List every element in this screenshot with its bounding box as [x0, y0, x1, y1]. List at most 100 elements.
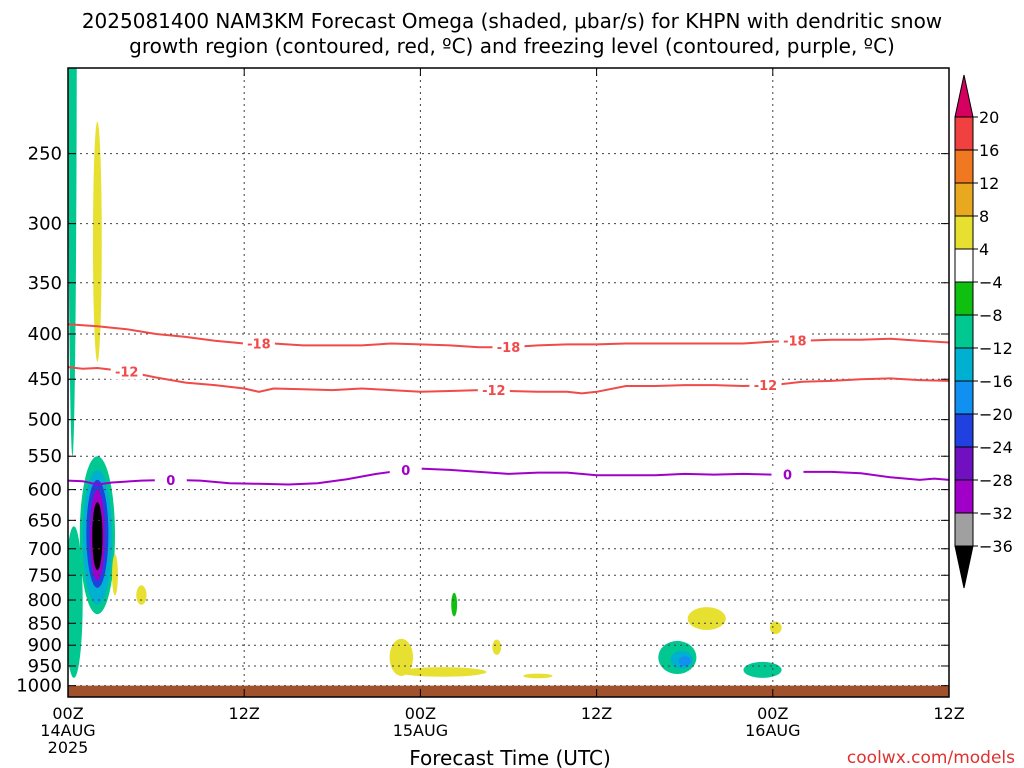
colorbar-segment — [954, 314, 974, 349]
contour-label-background — [749, 377, 782, 394]
omega-region — [687, 607, 726, 630]
colorbar-segment — [954, 116, 974, 151]
colorbar-label: −8 — [979, 306, 1003, 325]
colorbar-segment — [954, 281, 974, 316]
omega-region — [68, 526, 83, 678]
pressure-axis: 2503003504004505005506006507007508008509… — [16, 144, 949, 697]
plot-frame — [67, 67, 950, 698]
colorbar-label: 20 — [979, 108, 999, 127]
y-tick-label: 800 — [28, 590, 62, 611]
contour-label-background — [778, 332, 811, 349]
colorbar-label: −12 — [979, 339, 1013, 358]
colorbar-segment — [954, 149, 974, 184]
omega-region — [492, 639, 502, 655]
colorbar-segment — [954, 215, 974, 250]
colorbar-label: −32 — [979, 504, 1013, 523]
x-tick-label: 00Z — [52, 704, 83, 723]
contour-label: -12 — [115, 365, 139, 380]
x-tick-label: 00Z — [757, 704, 788, 723]
contour-label: 0 — [401, 464, 410, 479]
contour-label-background — [771, 466, 804, 483]
colorbar-label: 16 — [979, 141, 999, 160]
contour-label: -12 — [754, 379, 778, 394]
omega-region — [92, 121, 102, 362]
contour-label: -12 — [482, 384, 506, 399]
omega-region — [398, 667, 487, 677]
y-tick-label: 850 — [28, 613, 62, 634]
y-tick-label: 350 — [28, 273, 62, 294]
colorbar-top-arrow — [954, 74, 974, 118]
omega-region — [92, 502, 103, 571]
contour-label-background — [154, 471, 187, 488]
contour-label-background — [477, 382, 510, 399]
colorbar-label: −28 — [979, 471, 1013, 490]
x-tick-label: 12Z — [229, 704, 260, 723]
omega-region — [68, 68, 77, 457]
colorbar-label: −16 — [979, 372, 1013, 391]
omega-region — [743, 661, 782, 678]
colorbar-label: 4 — [979, 240, 989, 259]
contour-line — [68, 467, 949, 486]
temperature-contours: -18 -18 -18 -12 -12 -12 0 0 0 — [68, 323, 949, 489]
contour-label-background — [389, 461, 422, 478]
x-tick-label: 12Z — [933, 704, 964, 723]
contour-label-background — [242, 335, 275, 352]
chart-title-line-2: growth region (contoured, red, ºC) and f… — [129, 34, 895, 58]
colorbar-segment — [954, 413, 974, 448]
y-tick-label: 700 — [28, 539, 62, 560]
omega-region — [523, 673, 553, 679]
x-tick-label: 15AUG — [393, 721, 448, 740]
watermark: coolwx.com/models — [847, 748, 1015, 768]
contour-label: 0 — [783, 469, 792, 484]
colorbar-label: −4 — [979, 273, 1003, 292]
omega-region — [678, 656, 691, 666]
x-tick-label: 16AUG — [745, 721, 800, 740]
y-tick-label: 450 — [28, 369, 62, 390]
omega-shading — [68, 68, 782, 679]
y-tick-label: 750 — [28, 565, 62, 586]
colorbar-segment — [954, 446, 974, 481]
colorbar-segment — [954, 380, 974, 415]
omega-region — [769, 621, 782, 634]
y-tick-label: 500 — [28, 410, 62, 431]
colorbar-bottom-arrow — [954, 545, 974, 589]
contour-label: -18 — [497, 341, 521, 356]
y-tick-label: 650 — [28, 510, 62, 531]
colorbar-segment — [954, 182, 974, 217]
colorbar-segment — [954, 347, 974, 382]
x-tick-label: 2025 — [48, 738, 89, 757]
omega-region — [112, 554, 118, 596]
x-axis-label: Forecast Time (UTC) — [409, 746, 611, 768]
y-tick-label: 250 — [28, 144, 62, 165]
y-tick-label: 300 — [28, 214, 62, 235]
colorbar-label: 12 — [979, 174, 999, 193]
x-tick-label: 00Z — [405, 704, 436, 723]
contour-label: 0 — [166, 474, 175, 489]
y-tick-label: 400 — [28, 324, 62, 345]
y-tick-label: 900 — [28, 635, 62, 656]
colorbar-segment — [954, 479, 974, 514]
colorbar-label: −24 — [979, 438, 1013, 457]
contour-label: -18 — [783, 335, 807, 350]
contour-label: -18 — [247, 337, 271, 352]
x-tick-label: 12Z — [581, 704, 612, 723]
colorbar-label: −20 — [979, 405, 1013, 424]
y-tick-label: 550 — [28, 446, 62, 467]
y-tick-label: 950 — [28, 656, 62, 677]
omega-colorbar: 20 16 12 8 4 −4 −8 −12 −16 −20 −24 −28 −32 −36 — [954, 74, 1013, 589]
contour-label-background — [492, 339, 525, 356]
ground-layer — [68, 685, 949, 697]
colorbar-segment — [954, 512, 974, 547]
colorbar-label: −36 — [979, 537, 1013, 556]
y-tick-label: 1000 — [16, 676, 62, 697]
omega-region — [451, 592, 458, 617]
omega-region — [389, 638, 414, 676]
contour-label-background — [110, 363, 143, 380]
colorbar-segment — [954, 248, 974, 283]
x-tick-label: 14AUG — [40, 721, 95, 740]
chart-title-line-1: 2025081400 NAM3KM Forecast Omega (shaded… — [82, 9, 942, 33]
omega-region — [136, 585, 147, 605]
colorbar-label: 8 — [979, 207, 989, 226]
